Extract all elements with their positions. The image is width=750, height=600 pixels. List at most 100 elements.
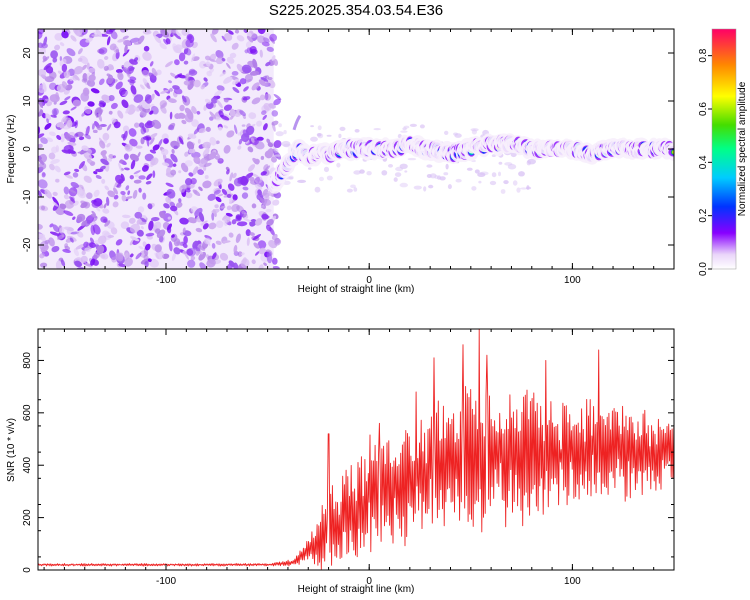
noise-blob bbox=[173, 145, 178, 150]
noise-blob bbox=[221, 188, 228, 196]
noise-blob bbox=[338, 133, 342, 139]
noise-blob bbox=[242, 96, 251, 101]
noise-blob bbox=[198, 211, 205, 222]
snr-y-tick-label: 0 bbox=[22, 567, 33, 573]
noise-blob bbox=[191, 106, 197, 114]
noise-blob bbox=[44, 122, 52, 130]
noise-blob bbox=[500, 189, 506, 194]
noise-blob bbox=[208, 58, 217, 63]
noise-blob bbox=[142, 51, 152, 61]
noise-blob bbox=[70, 35, 77, 42]
noise-blob bbox=[526, 160, 531, 166]
noise-blob bbox=[222, 215, 227, 221]
noise-blob bbox=[83, 241, 89, 248]
noise-blob bbox=[110, 102, 118, 110]
noise-blob bbox=[233, 244, 238, 254]
noise-blob bbox=[234, 29, 240, 34]
noise-blob bbox=[93, 240, 101, 245]
noise-blob bbox=[258, 79, 266, 86]
noise-blob bbox=[227, 30, 234, 35]
noise-blob bbox=[139, 84, 145, 90]
noise-blob bbox=[81, 78, 88, 83]
noise-blob bbox=[59, 100, 68, 106]
noise-blob bbox=[373, 128, 382, 131]
noise-blob bbox=[80, 255, 88, 264]
noise-blob bbox=[160, 105, 167, 114]
noise-blob bbox=[55, 260, 62, 269]
spectrogram-y-tick-label: -20 bbox=[22, 237, 33, 252]
noise-blob bbox=[257, 240, 267, 250]
noise-blob bbox=[205, 61, 211, 67]
noise-blob bbox=[249, 232, 255, 236]
noise-blob bbox=[38, 84, 47, 94]
noise-blob bbox=[236, 35, 245, 42]
noise-blob bbox=[143, 136, 152, 141]
noise-region bbox=[38, 29, 536, 269]
noise-blob bbox=[187, 259, 196, 268]
noise-blob bbox=[206, 70, 212, 77]
noise-blob bbox=[60, 259, 66, 267]
noise-blob bbox=[184, 107, 192, 116]
noise-blob bbox=[96, 125, 103, 131]
noise-blob bbox=[40, 205, 46, 211]
noise-blob bbox=[204, 235, 212, 240]
noise-blob bbox=[245, 125, 255, 136]
noise-blob bbox=[49, 94, 60, 103]
noise-blob bbox=[235, 215, 242, 222]
noise-blob bbox=[491, 172, 497, 178]
noise-blob bbox=[77, 57, 83, 62]
noise-blob bbox=[108, 110, 113, 115]
noise-blob bbox=[59, 42, 65, 47]
noise-blob bbox=[161, 162, 170, 167]
noise-blob bbox=[160, 89, 169, 94]
noise-blob bbox=[84, 106, 92, 115]
noise-blob bbox=[252, 58, 258, 69]
noise-blob bbox=[61, 63, 68, 73]
noise-blob bbox=[79, 55, 89, 65]
noise-blob bbox=[236, 205, 245, 213]
noise-blob bbox=[479, 171, 489, 176]
snr-y-tick-label: 600 bbox=[22, 404, 33, 421]
noise-blob bbox=[252, 157, 259, 165]
noise-blob bbox=[99, 165, 106, 171]
noise-blob bbox=[199, 60, 207, 69]
noise-blob bbox=[125, 107, 130, 114]
noise-blob bbox=[149, 149, 157, 154]
noise-blob bbox=[247, 146, 254, 153]
noise-blob bbox=[138, 246, 144, 250]
noise-blob bbox=[46, 118, 49, 124]
noise-blob bbox=[241, 192, 249, 199]
noise-blob bbox=[106, 123, 112, 131]
noise-blob bbox=[245, 41, 252, 48]
noise-blob bbox=[113, 45, 119, 54]
noise-blob bbox=[59, 123, 65, 129]
noise-blob bbox=[129, 153, 139, 162]
snr-y-tick-label: 200 bbox=[22, 509, 33, 526]
noise-blob bbox=[151, 67, 157, 76]
noise-blob bbox=[54, 44, 61, 51]
noise-blob bbox=[110, 227, 118, 235]
noise-blob bbox=[211, 97, 218, 104]
noise-blob bbox=[252, 233, 261, 241]
noise-blob bbox=[175, 202, 183, 208]
noise-blob bbox=[142, 78, 148, 85]
noise-blob bbox=[202, 223, 209, 230]
noise-blob bbox=[211, 208, 220, 214]
noise-blob bbox=[151, 216, 160, 222]
noise-blob bbox=[122, 35, 129, 40]
noise-blob bbox=[244, 49, 249, 54]
noise-blob bbox=[278, 123, 282, 128]
noise-blob bbox=[228, 232, 234, 238]
noise-blob bbox=[38, 68, 47, 77]
snr-x-tick-label: 0 bbox=[366, 576, 372, 587]
noise-blob bbox=[135, 145, 143, 149]
noise-blob bbox=[167, 216, 171, 220]
spectrogram-y-tick-label: -10 bbox=[22, 189, 33, 204]
noise-blob bbox=[70, 106, 77, 111]
noise-blob bbox=[107, 190, 116, 198]
noise-blob bbox=[159, 43, 167, 50]
noise-blob bbox=[143, 254, 149, 261]
noise-blob bbox=[223, 125, 229, 129]
noise-blob bbox=[63, 210, 74, 216]
noise-blob bbox=[140, 217, 147, 223]
